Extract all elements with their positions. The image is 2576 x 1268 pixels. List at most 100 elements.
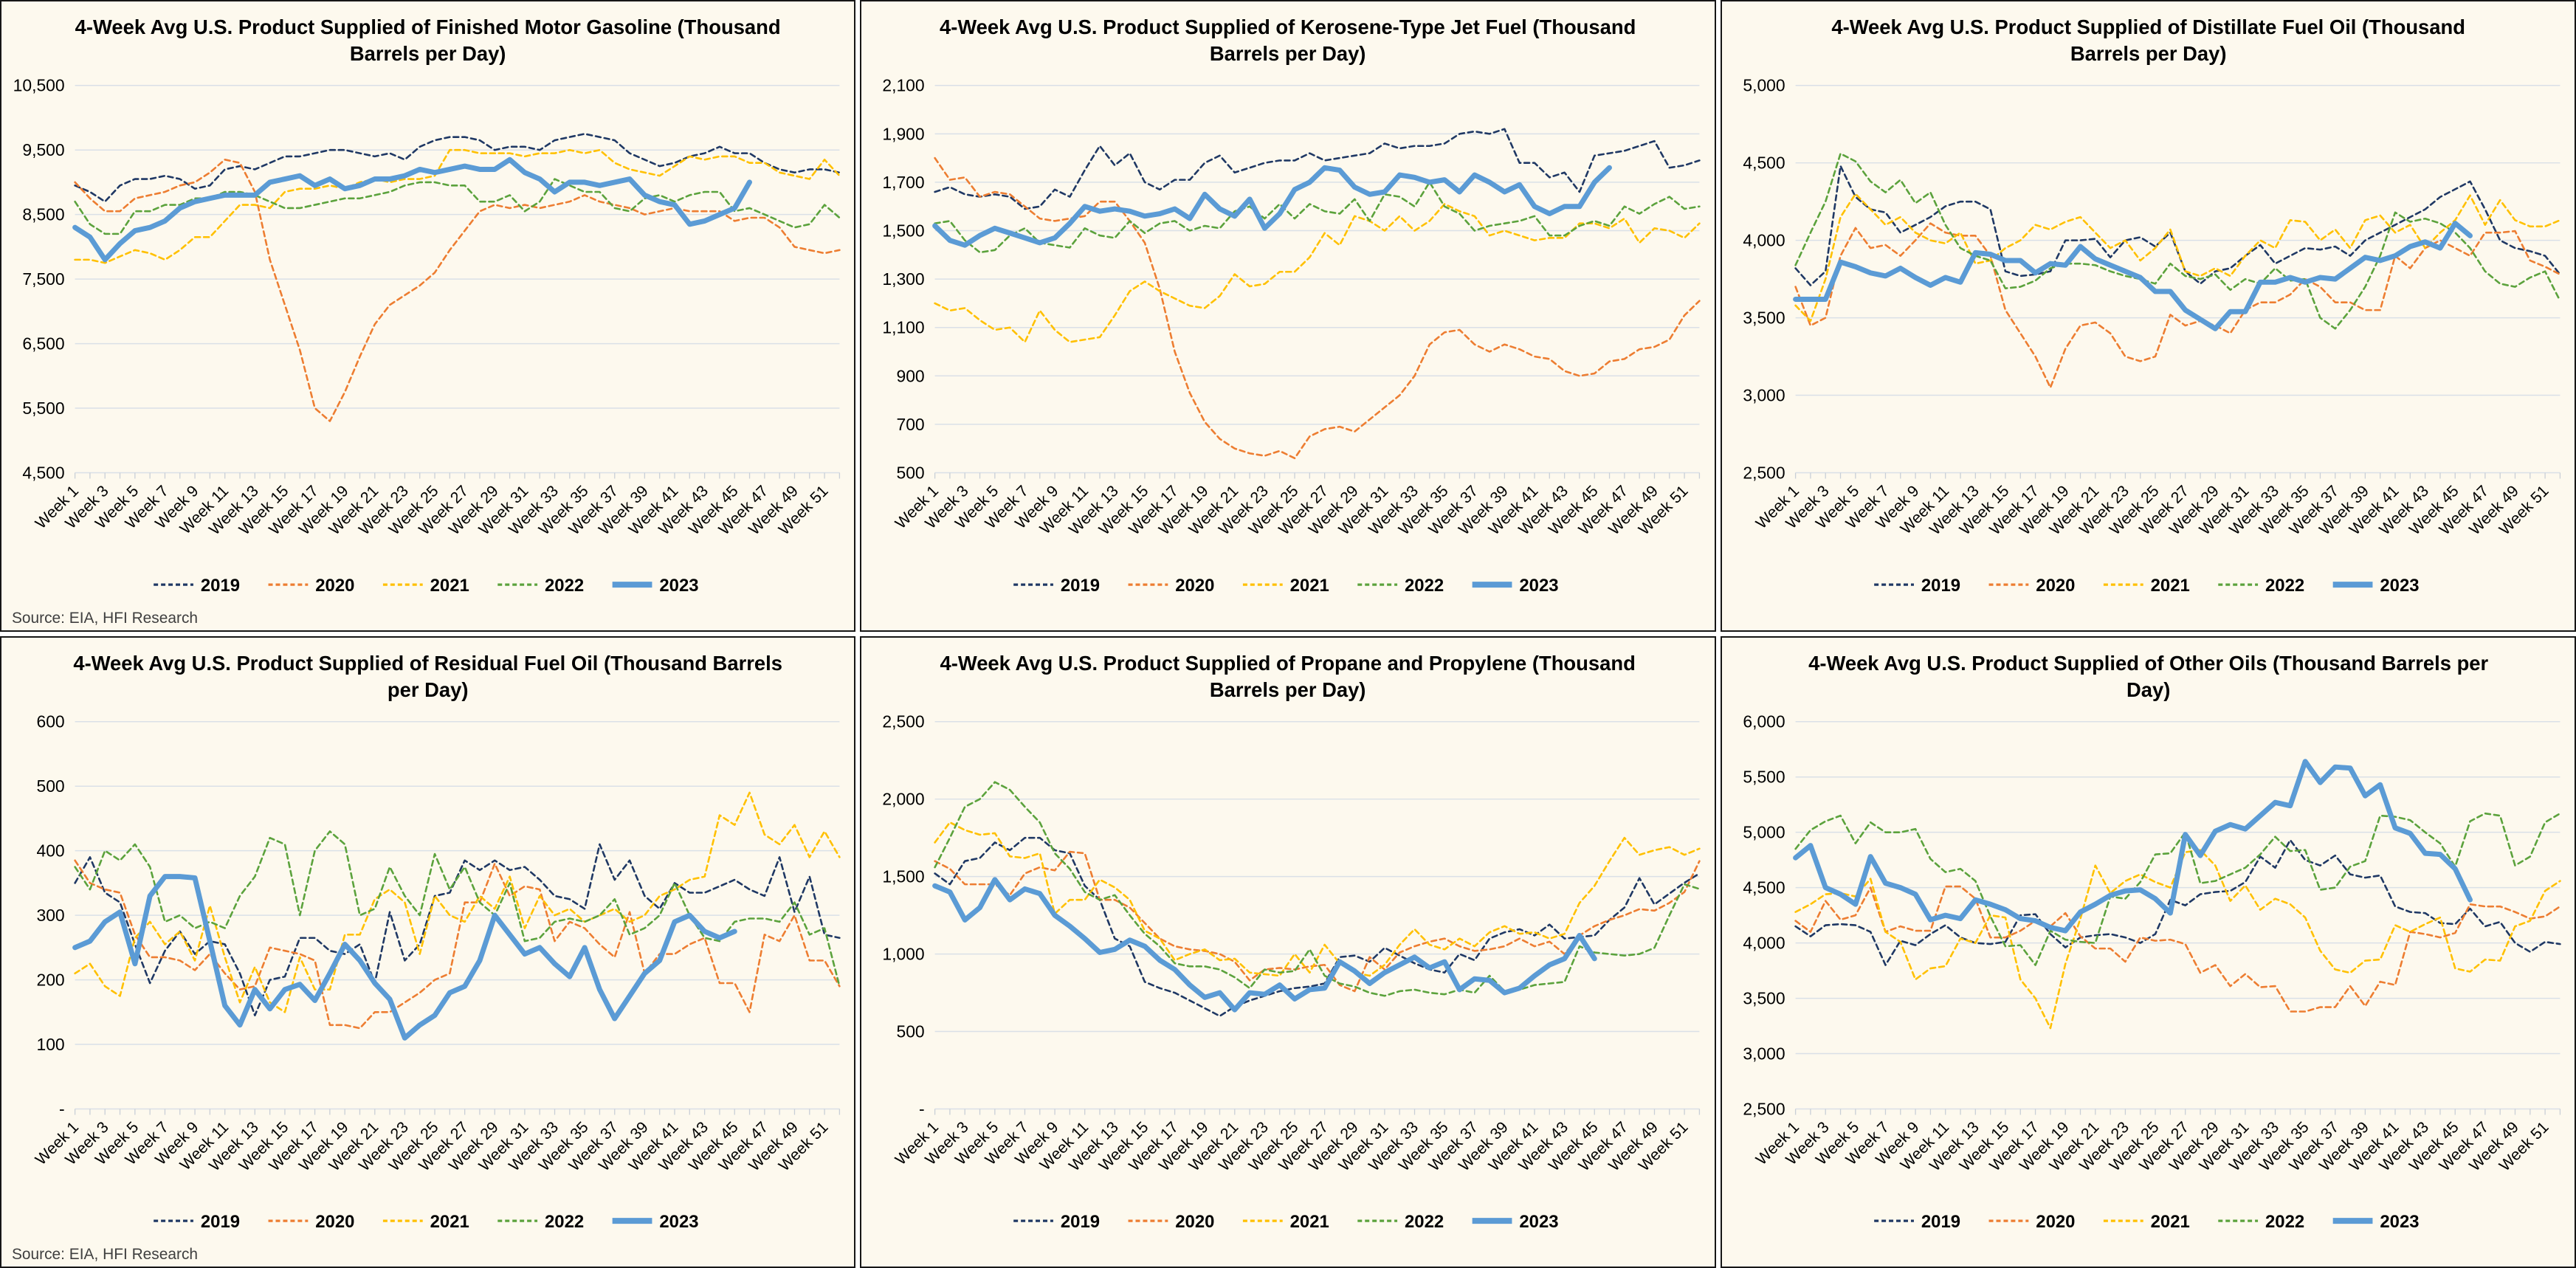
chart-panel-finished-motor-gasoline: 4-Week Avg U.S. Product Supplied of Fini…	[0, 0, 856, 632]
series-line-2019	[74, 133, 841, 203]
chart-title-line: Day)	[2126, 678, 2170, 701]
legend-label-2021: 2021	[430, 1212, 469, 1232]
legend-label-2023: 2023	[659, 1212, 698, 1232]
series-line-2020	[934, 850, 1701, 993]
series-line-2022	[934, 781, 1701, 997]
legend-label-2019: 2019	[1061, 1212, 1100, 1232]
legend-label-2019: 2019	[1921, 576, 1960, 596]
series-line-2022	[934, 181, 1701, 254]
series-line-2021	[74, 148, 841, 264]
legend-label-2023: 2023	[659, 576, 698, 596]
series-line-2022	[74, 178, 841, 235]
y-tick-label: 4,500	[22, 463, 64, 482]
y-tick-label: 1,300	[883, 269, 925, 289]
series-line-2023	[932, 165, 1613, 248]
y-tick-label: 5,500	[1743, 768, 1785, 787]
series-line-2021	[934, 821, 1701, 977]
chart-title-line: 4-Week Avg U.S. Product Supplied of Dist…	[1831, 15, 2465, 38]
series-line-2023	[72, 156, 752, 263]
y-tick-label: 200	[36, 971, 64, 990]
y-tick-label: 3,000	[1743, 1044, 1785, 1063]
legend-label-2020: 2020	[315, 576, 354, 596]
series-line-2019	[1794, 165, 2561, 286]
y-tick-label: 6,000	[1743, 712, 1785, 731]
y-tick-label: 500	[897, 463, 925, 482]
legend-label-2019: 2019	[1921, 1212, 1960, 1232]
y-tick-label: 500	[36, 776, 64, 796]
chart-other-oils: 4-Week Avg U.S. Product Supplied of Othe…	[1743, 652, 2561, 1232]
series-line-2022	[1794, 152, 2561, 330]
chart-kerosene-type-jet-fuel: 4-Week Avg U.S. Product Supplied of Kero…	[883, 15, 1701, 596]
chart-title-line: 4-Week Avg U.S. Product Supplied of Prop…	[940, 652, 1636, 675]
series-line-2019	[934, 128, 1701, 210]
source-note: Source: EIA, HFI Research	[12, 1246, 198, 1263]
y-tick-label: 1,900	[883, 124, 925, 143]
y-tick-label: 5,000	[1743, 823, 1785, 842]
series-line-2021	[1794, 193, 2561, 323]
y-tick-label: 700	[897, 415, 925, 434]
chart-title-line: per Day)	[388, 678, 469, 701]
series-line-2019	[934, 836, 1701, 1017]
chart-panel-kerosene-type-jet-fuel: 4-Week Avg U.S. Product Supplied of Kero…	[860, 0, 1716, 632]
y-tick-label: 1,700	[883, 173, 925, 192]
y-tick-label: -	[59, 1099, 65, 1118]
legend-label-2022: 2022	[2265, 576, 2304, 596]
legend-label-2021: 2021	[430, 576, 469, 596]
y-tick-label: 4,000	[1743, 231, 1785, 250]
chart-title-line: Barrels per Day)	[1210, 42, 1366, 65]
legend-label-2021: 2021	[1290, 576, 1329, 596]
y-tick-label: 10,500	[13, 76, 65, 95]
y-tick-label: 400	[36, 841, 64, 861]
chart-residual-fuel-oil: 4-Week Avg U.S. Product Supplied of Resi…	[12, 652, 841, 1263]
legend-label-2022: 2022	[545, 1212, 584, 1232]
y-tick-label: 6,500	[22, 334, 64, 354]
y-tick-label: 8,500	[22, 205, 64, 224]
y-tick-label: 900	[897, 366, 925, 385]
y-tick-label: 5,500	[22, 399, 64, 418]
y-tick-label: 9,500	[22, 140, 64, 159]
legend-label-2020: 2020	[2036, 1212, 2075, 1232]
series-line-2023	[1792, 221, 2473, 331]
legend-label-2022: 2022	[545, 576, 584, 596]
chart-title-line: 4-Week Avg U.S. Product Supplied of Othe…	[1808, 652, 2488, 675]
y-tick-label: 1,000	[883, 945, 925, 964]
y-tick-label: 500	[897, 1022, 925, 1041]
legend-label-2021: 2021	[2150, 576, 2189, 596]
y-tick-label: 600	[36, 712, 64, 731]
chart-panel-residual-fuel-oil: 4-Week Avg U.S. Product Supplied of Resi…	[0, 636, 856, 1268]
series-line-2022	[1794, 812, 2561, 966]
legend-label-2022: 2022	[2265, 1212, 2304, 1232]
legend-label-2019: 2019	[201, 576, 240, 596]
y-tick-label: 100	[36, 1035, 64, 1054]
legend-label-2021: 2021	[2150, 1212, 2189, 1232]
y-tick-label: 4,000	[1743, 934, 1785, 953]
series-line-2022	[74, 830, 841, 988]
legend-label-2023: 2023	[2380, 1212, 2419, 1232]
chart-distillate-fuel-oil: 4-Week Avg U.S. Product Supplied of Dist…	[1743, 15, 2561, 596]
source-note: Source: EIA, HFI Research	[12, 610, 198, 627]
series-line-2020	[74, 159, 841, 422]
chart-finished-motor-gasoline: 4-Week Avg U.S. Product Supplied of Fini…	[12, 15, 841, 627]
chart-title-line: Barrels per Day)	[2070, 42, 2227, 65]
legend-label-2022: 2022	[1405, 576, 1444, 596]
y-tick-label: -	[919, 1099, 925, 1118]
y-tick-label: 3,500	[1743, 309, 1785, 328]
chart-title-line: 4-Week Avg U.S. Product Supplied of Resi…	[73, 652, 782, 675]
y-tick-label: 4,500	[1743, 878, 1785, 897]
series-line-2023	[72, 874, 737, 1041]
y-tick-label: 1,500	[883, 867, 925, 886]
series-line-2020	[934, 156, 1701, 460]
chart-title-line: 4-Week Avg U.S. Product Supplied of Fini…	[75, 15, 781, 38]
y-tick-label: 7,500	[22, 269, 64, 289]
y-tick-label: 2,500	[1743, 1099, 1785, 1118]
y-tick-label: 300	[36, 906, 64, 925]
y-tick-label: 2,000	[883, 790, 925, 809]
legend-label-2020: 2020	[1176, 576, 1215, 596]
y-tick-label: 5,000	[1743, 76, 1785, 95]
series-line-2020	[74, 859, 841, 1030]
y-tick-label: 2,100	[883, 76, 925, 95]
y-tick-label: 1,100	[883, 318, 925, 337]
chart-panel-distillate-fuel-oil: 4-Week Avg U.S. Product Supplied of Dist…	[1720, 0, 2576, 632]
legend-label-2022: 2022	[1405, 1212, 1444, 1232]
